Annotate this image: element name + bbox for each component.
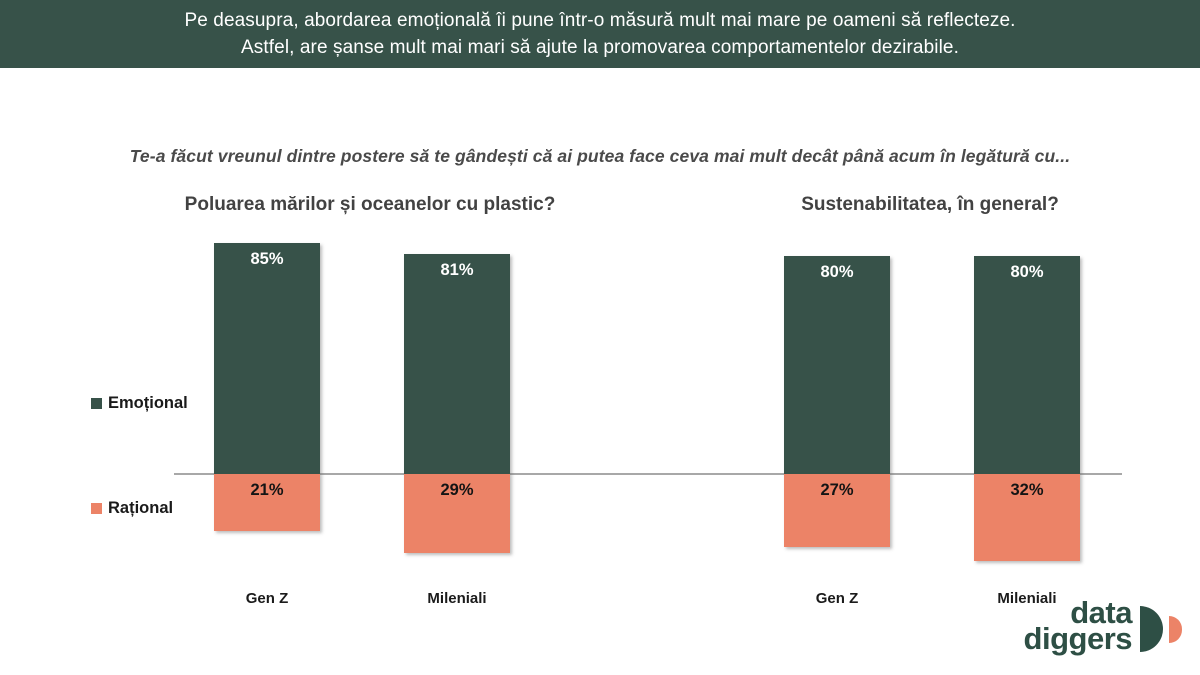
- bar-value-label: 80%: [820, 263, 854, 281]
- legend-label-emotional: Emoțional: [108, 394, 188, 412]
- bar-value-label: 27%: [820, 481, 854, 499]
- bar-emotional: 85%: [214, 243, 320, 474]
- category-label: Gen Z: [815, 590, 859, 607]
- legend-item-emotional: Emoțional: [91, 394, 188, 413]
- header-banner: Pe deasupra, abordarea emoțională îi pun…: [0, 0, 1200, 68]
- header-line1: Pe deasupra, abordarea emoțională îi pun…: [184, 9, 1016, 31]
- logo-d-icon: [1140, 606, 1163, 652]
- legend-item-rational: Rațional: [91, 499, 173, 518]
- bar-emotional: 80%: [784, 256, 890, 474]
- logo-d-accent-icon: [1169, 616, 1182, 643]
- logo-word-diggers: diggers: [1023, 621, 1133, 656]
- bar-value-label: 32%: [1010, 481, 1044, 499]
- bar-value-label: 81%: [440, 261, 474, 279]
- bar-value-label: 80%: [1010, 263, 1044, 281]
- bar-value-label: 29%: [440, 481, 474, 499]
- bar-emotional: 80%: [974, 256, 1080, 474]
- bar-rational: 32%: [974, 474, 1080, 561]
- chart-baseline: [174, 473, 1122, 475]
- logo-word-data: data: [1070, 595, 1132, 630]
- legend-swatch-emotional-icon: [91, 398, 102, 409]
- survey-question: Te-a făcut vreunul dintre postere să te …: [129, 146, 1071, 166]
- legend-label-rational: Rațional: [108, 499, 174, 517]
- bar-value-label: 21%: [250, 481, 284, 499]
- header-line2: Astfel, are șanse mult mai mari să ajute…: [241, 36, 959, 58]
- datadiggers-logo: data diggers: [1000, 597, 1200, 667]
- legend-swatch-rational-icon: [91, 503, 102, 514]
- bar-rational: 27%: [784, 474, 890, 547]
- chart-title-plastic: Poluarea mărilor și oceanelor cu plastic…: [184, 194, 556, 215]
- bar-rational: 21%: [214, 474, 320, 531]
- category-label: Mileniali: [427, 590, 487, 607]
- chart-title-sustainability: Sustenabilitatea, în general?: [801, 194, 1059, 215]
- category-label: Mileniali: [997, 590, 1057, 607]
- bar-emotional: 81%: [404, 254, 510, 474]
- bar-value-label: 85%: [250, 250, 284, 268]
- bar-rational: 29%: [404, 474, 510, 553]
- category-label: Gen Z: [245, 590, 289, 607]
- logo-wordmark: data diggers: [1000, 595, 1133, 656]
